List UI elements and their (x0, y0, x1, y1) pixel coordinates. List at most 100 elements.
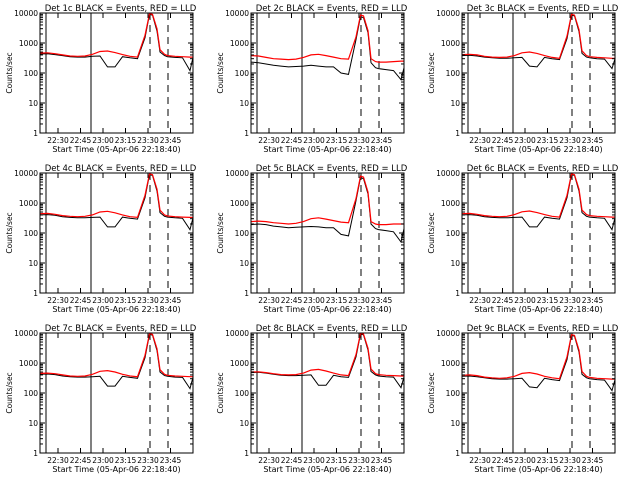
x-tick-label: 23:30 (137, 136, 159, 145)
series-events-line (39, 174, 194, 231)
panel-det-3: Det 3c BLACK = Events, RED = LLD 1 10 100 10… (427, 4, 619, 154)
panel-det-1: Det 1c BLACK = Events, RED = LLD 1 10 100 10… (5, 4, 197, 154)
y-tick-label: 10 (450, 99, 460, 108)
x-tick-label: 22:30 (47, 136, 69, 145)
x-tick-label: 22:45 (281, 456, 303, 465)
y-tick-label: 10000 (436, 329, 460, 338)
panel-det-2: Det 2c BLACK = Events, RED = LLD 1 10 100 10… (216, 4, 408, 154)
x-tick-label: 23:45 (582, 296, 604, 305)
panel-det-4: Det 4c BLACK = Events, RED = LLD 1 10 100 10… (5, 164, 197, 314)
y-tick-label: 1000 (230, 199, 249, 208)
series-lld-line (250, 175, 404, 226)
x-tick-label: 23:00 (92, 136, 114, 145)
x-tick-label: 23:15 (115, 136, 137, 145)
panel-title: Det 6c BLACK = Events, RED = LLD (467, 164, 619, 174)
x-axis-label: Start Time (05-Apr-06 22:18:40) (474, 465, 602, 474)
plot-frame (250, 12, 405, 134)
x-tick-label: 23:00 (303, 296, 325, 305)
y-tick-label: 100 (24, 389, 39, 398)
x-tick-label: 23:45 (371, 296, 393, 305)
y-tick-label: 1 (455, 129, 460, 138)
panel-title: Det 1c BLACK = Events, RED = LLD (45, 4, 197, 14)
plot-frame (39, 332, 194, 454)
x-tick-label: 23:45 (582, 456, 604, 465)
series-events-line (461, 174, 616, 231)
x-tick-label: 23:00 (514, 456, 536, 465)
y-tick-label: 10000 (225, 9, 249, 18)
y-axis-label: Counts/sec (216, 212, 225, 253)
x-tick-label: 23:30 (137, 296, 159, 305)
series-events-line (461, 334, 616, 392)
y-tick-label: 100 (235, 229, 250, 238)
x-tick-label: 23:45 (160, 456, 182, 465)
y-axis-label: Counts/sec (427, 212, 436, 253)
x-tick-label: 22:30 (47, 456, 69, 465)
y-tick-label: 1000 (19, 199, 38, 208)
panel-det-8: Det 8c BLACK = Events, RED = LLD 1 10 100 10… (216, 324, 408, 474)
y-tick-label: 1000 (230, 359, 249, 368)
panel-title: Det 4c BLACK = Events, RED = LLD (45, 164, 197, 174)
x-tick-label: 23:30 (559, 296, 581, 305)
series-lld-line (461, 13, 615, 59)
x-tick-label: 22:30 (258, 456, 280, 465)
x-tick-label: 23:00 (92, 456, 114, 465)
y-tick-label: 100 (235, 389, 250, 398)
y-tick-label: 1 (33, 289, 38, 298)
y-tick-label: 1000 (441, 199, 460, 208)
panel-title: Det 3c BLACK = Events, RED = LLD (467, 4, 619, 14)
y-tick-label: 10 (450, 259, 460, 268)
x-tick-label: 23:00 (92, 296, 114, 305)
y-tick-label: 10 (239, 99, 249, 108)
x-tick-label: 22:30 (469, 456, 491, 465)
series-events-line (39, 13, 194, 72)
y-tick-label: 10 (28, 419, 38, 428)
series-events-line (39, 333, 194, 390)
y-axis-label: Counts/sec (5, 372, 14, 413)
y-tick-label: 10000 (14, 9, 38, 18)
plot-frame (461, 332, 616, 454)
y-tick-label: 10 (28, 99, 38, 108)
x-tick-label: 23:00 (514, 136, 536, 145)
x-axis-label: Start Time (05-Apr-06 22:18:40) (474, 305, 602, 314)
x-tick-label: 23:15 (537, 296, 559, 305)
x-axis-label: Start Time (05-Apr-06 22:18:40) (263, 145, 391, 154)
x-tick-label: 22:45 (492, 296, 514, 305)
y-tick-label: 1000 (19, 359, 38, 368)
panel-det-6: Det 6c BLACK = Events, RED = LLD 1 10 100 10… (427, 164, 619, 314)
panel-det-7: Det 7c BLACK = Events, RED = LLD 1 10 100 10… (5, 324, 197, 474)
x-tick-label: 23:30 (348, 136, 370, 145)
x-tick-label: 23:15 (326, 296, 348, 305)
y-tick-label: 1 (455, 289, 460, 298)
plot-frame (461, 172, 616, 294)
y-tick-label: 1 (244, 449, 249, 458)
panel-det-9: Det 9c BLACK = Events, RED = LLD 1 10 100 10… (427, 324, 619, 474)
x-tick-label: 22:45 (492, 136, 514, 145)
x-tick-label: 23:30 (559, 456, 581, 465)
series-events-line (250, 16, 405, 81)
panel-title: Det 2c BLACK = Events, RED = LLD (256, 4, 408, 14)
x-axis-label: Start Time (05-Apr-06 22:18:40) (52, 305, 180, 314)
series-lld-line (250, 332, 404, 377)
y-tick-label: 10 (239, 419, 249, 428)
y-tick-label: 1 (244, 129, 249, 138)
y-axis-label: Counts/sec (216, 372, 225, 413)
plot-frame (461, 12, 616, 134)
y-axis-label: Counts/sec (427, 52, 436, 93)
plot-frame (250, 332, 405, 454)
y-tick-label: 1000 (230, 39, 249, 48)
x-tick-label: 22:30 (469, 136, 491, 145)
x-tick-label: 23:45 (371, 136, 393, 145)
y-tick-label: 1 (33, 449, 38, 458)
y-tick-label: 100 (235, 69, 250, 78)
y-axis-label: Counts/sec (5, 52, 14, 93)
plot-frame (250, 172, 405, 294)
y-tick-label: 1 (33, 129, 38, 138)
x-tick-label: 23:30 (137, 456, 159, 465)
series-events-line (461, 14, 616, 70)
x-tick-label: 23:15 (326, 456, 348, 465)
x-tick-label: 22:45 (70, 136, 92, 145)
y-tick-label: 1 (244, 289, 249, 298)
x-tick-label: 23:45 (371, 456, 393, 465)
x-axis-label: Start Time (05-Apr-06 22:18:40) (52, 465, 180, 474)
x-tick-label: 23:00 (514, 296, 536, 305)
